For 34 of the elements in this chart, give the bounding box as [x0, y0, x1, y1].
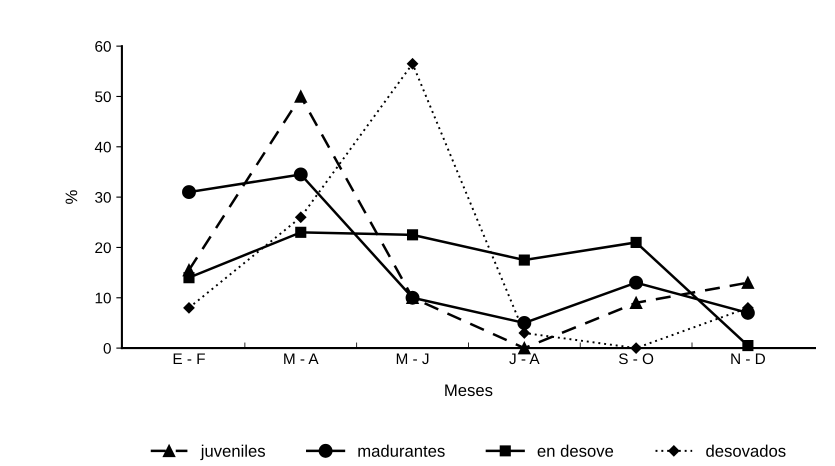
x-axis-title: Meses — [445, 384, 492, 396]
x-tick-label: N - D — [731, 354, 765, 364]
point — [406, 58, 418, 70]
y-tick-label: 0 — [104, 342, 111, 354]
legend-label: desovados — [706, 444, 786, 457]
point — [295, 212, 306, 223]
y-tick-label: 20 — [95, 242, 111, 254]
point — [183, 302, 195, 314]
point — [406, 229, 418, 240]
point — [629, 276, 644, 290]
legend-label: juveniles — [200, 444, 265, 460]
point — [517, 316, 532, 330]
x-tick-label: J - A — [509, 354, 540, 364]
x-tick-label: M - J — [396, 354, 428, 364]
point — [183, 272, 195, 284]
point — [295, 226, 306, 238]
y-axis-title: % — [66, 190, 78, 204]
point — [182, 185, 196, 200]
point — [294, 90, 308, 103]
x-tick-label: M - A — [284, 354, 319, 364]
y-tick-label: 60 — [95, 41, 111, 52]
point — [630, 296, 642, 310]
point — [742, 276, 754, 289]
x-tick-label: S - O — [618, 353, 654, 364]
y-tick-label: 40 — [94, 142, 111, 152]
point — [630, 236, 642, 248]
legend-label: en desove — [538, 444, 614, 457]
legend-label: madurantes — [358, 444, 445, 457]
x-tick-label: E - F — [174, 354, 205, 364]
point — [294, 168, 308, 182]
y-tick-label: 30 — [95, 192, 111, 203]
point — [518, 254, 530, 266]
y-tick-label: 50 — [95, 91, 111, 102]
y-tick-label: 10 — [96, 292, 111, 304]
